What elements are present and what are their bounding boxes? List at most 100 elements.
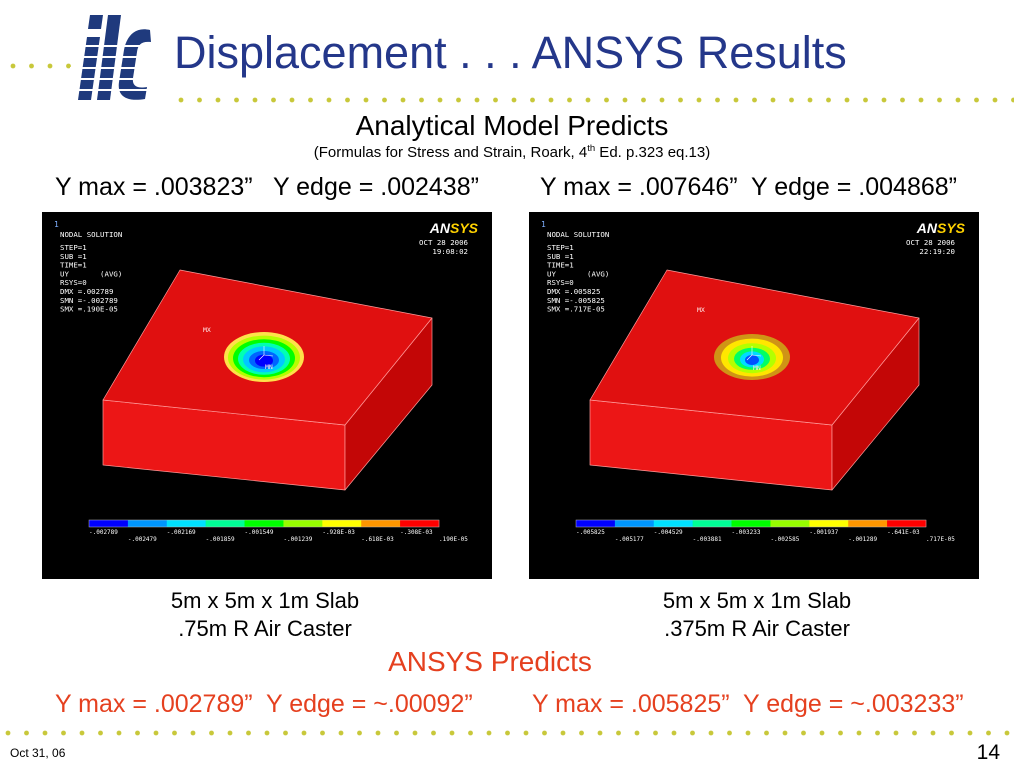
legend-label: .190E-05 (439, 536, 468, 543)
plot-date: OCT 28 2006 (419, 238, 468, 247)
legend-label: -.003233 (732, 529, 761, 536)
footer-dotted-line (5, 730, 1019, 736)
ansys-logo-sys: SYS (937, 220, 966, 236)
plot-date: OCT 28 2006 (906, 238, 955, 247)
ansys-logo-sys: SYS (450, 220, 479, 236)
analytical-heading: Analytical Model Predicts (355, 110, 669, 141)
ansys-logo: ANSYS (429, 220, 479, 236)
legend-label: -.001549 (245, 529, 274, 536)
plot-header: NODAL SOLUTION (547, 230, 609, 239)
plot-info-line: SUB =1 (547, 252, 574, 261)
plot-info-line: RSYS=0 (60, 278, 87, 287)
plot-info-line: UY (AVG) (60, 269, 122, 278)
min-marker-label: MN (265, 363, 273, 371)
contour-ring (745, 355, 759, 365)
page-number: 14 (976, 741, 1000, 764)
legend-swatch (166, 520, 206, 527)
caption-left-line2: .75m R Air Caster (178, 616, 352, 641)
legend-label: -.002169 (167, 529, 196, 536)
triad-axis (263, 354, 274, 357)
ansys-plot-left: 1 NODAL SOLUTION STEP=1 SUB =1 TIME=1 UY (AVG… (42, 212, 492, 579)
legend-frame (88, 519, 440, 528)
ansys-result-right: Y max = .005825” Y edge = ~.003233” (532, 690, 964, 718)
legend-swatch (244, 520, 284, 527)
max-marker-label: MX (697, 306, 705, 314)
plot-info-line: DMX =.005825 (547, 287, 600, 296)
plot-header: NODAL SOLUTION (60, 230, 122, 239)
plot-info-line: UY (AVG) (547, 269, 609, 278)
min-marker-label: MN (753, 364, 761, 372)
reference-superscript: th (587, 143, 596, 154)
legend-swatch (731, 520, 771, 527)
slide-title: Displacement . . . ANSYS Results (174, 27, 847, 78)
legend-swatch (361, 520, 401, 527)
legend-label: -.003881 (693, 536, 722, 543)
ansys-result-left: Y max = .002789” Y edge = ~.00092” (55, 690, 473, 718)
legend-swatch (614, 520, 655, 527)
legend-swatch (809, 520, 849, 527)
legend-label: -.641E-03 (887, 529, 920, 536)
legend-swatch (692, 520, 732, 527)
ansys-heading: ANSYS Predicts (388, 646, 592, 677)
legend-label: -.005177 (615, 536, 644, 543)
max-marker-label: MX (203, 326, 211, 334)
triad-axis (746, 354, 753, 361)
formula-reference: (Formulas for Stress and Strain, Roark, … (212, 143, 812, 161)
legend-label: -.618E-03 (361, 536, 394, 543)
analytical-result-left: Y max = .003823” Y edge = .002438” (55, 173, 479, 201)
caption-right-line2: .375m R Air Caster (664, 616, 850, 641)
plot-info-line: SUB =1 (60, 252, 87, 261)
legend-label: -.004529 (654, 529, 683, 536)
legend-label: -.308E-03 (400, 529, 433, 536)
legend-swatch (887, 520, 927, 527)
reference-text: (Formulas for Stress and Strain, Roark, … (313, 144, 588, 161)
plot-info-line: SMX =.190E-05 (60, 305, 118, 314)
legend-label: -.001937 (809, 529, 838, 536)
legend-swatch (770, 520, 810, 527)
legend-swatch (205, 520, 245, 527)
caption-right-line1: 5m x 5m x 1m Slab (662, 588, 852, 613)
reference-text-end: Ed. p.323 eq.13) (595, 144, 711, 161)
footer-date: Oct 31, 06 (10, 746, 66, 760)
ansys-logo-an: AN (429, 220, 451, 236)
plot-info-line: DMX =.002789 (60, 287, 113, 296)
legend-label: .717E-05 (926, 536, 955, 543)
legend-swatch (322, 520, 362, 527)
logo-stripe (70, 67, 160, 69)
ansys-plot-right: 1 NODAL SOLUTION STEP=1 SUB =1 TIME=1 UY (AVG… (529, 212, 979, 579)
plot-info-line: RSYS=0 (547, 278, 574, 287)
legend-swatch (576, 520, 616, 527)
plot-info-line: STEP=1 (60, 243, 87, 252)
triad-axis (258, 354, 265, 361)
legend-label: -.001239 (283, 536, 312, 543)
legend-swatch (283, 520, 323, 527)
plot-info-line: TIME=1 (60, 261, 87, 270)
legend-swatch (653, 520, 693, 527)
legend-frame (575, 519, 927, 528)
legend-label: -.001859 (206, 536, 235, 543)
ilc-logo (70, 15, 160, 100)
legend-label: -.005825 (576, 529, 605, 536)
legend-swatch (400, 520, 440, 527)
analytical-result-right: Y max = .007646” Y edge = .004868” (540, 173, 957, 201)
triad-axis (751, 354, 762, 357)
contour-ring (255, 354, 273, 367)
logo-stripe (70, 45, 160, 47)
title-dotted-line (178, 97, 1014, 103)
legend-swatch (89, 520, 129, 527)
plot-info-line: SMN =-.002789 (60, 296, 118, 305)
window-number: 1 (541, 220, 546, 229)
legend-label: -.002479 (128, 536, 157, 543)
legend-label: -.002585 (770, 536, 799, 543)
window-number: 1 (54, 220, 59, 229)
legend-label: -.001289 (848, 536, 877, 543)
logo-stripes (70, 45, 160, 91)
plot-info-line: SMN =-.005825 (547, 296, 605, 305)
legend-swatch (848, 520, 888, 527)
logo-stripe (70, 78, 160, 80)
plot-info-line: STEP=1 (547, 243, 574, 252)
ansys-logo: ANSYS (916, 220, 966, 236)
plot-info-line: TIME=1 (547, 261, 574, 270)
